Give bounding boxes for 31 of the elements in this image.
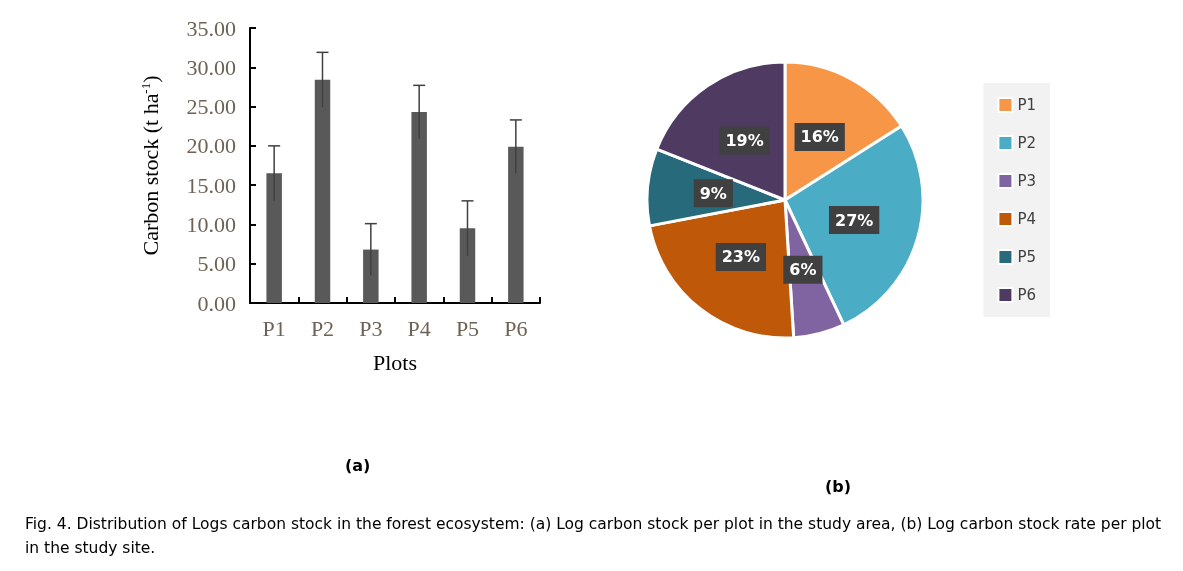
data-label: 27% <box>834 210 874 230</box>
y-axis-title: Carbon stock (t ha-1) <box>138 75 163 256</box>
caption: Fig. 4. Distribution of Logs carbon stock in the forest ecosystem: (a) Log carbon stock per plot in the study area, (b) Log carbon stock rate per plot in the study site. <box>25 514 1163 559</box>
text: (b) <box>825 477 852 496</box>
legend-label: P4 <box>1017 210 1036 228</box>
y-tick-label: 0.00 <box>197 290 236 316</box>
y-tick-label: 10.00 <box>186 211 236 237</box>
y-tick-label: 30.00 <box>186 54 236 80</box>
y-tick-label: 15.00 <box>186 172 236 198</box>
legend-label: P3 <box>1017 172 1036 190</box>
x-tick-label: P4 <box>407 315 431 341</box>
x-tick-label: P2 <box>310 315 335 341</box>
y-tick-label: 20.00 <box>186 133 236 159</box>
data-label: 16% <box>800 127 839 147</box>
y-tick-label: 35.00 <box>186 15 236 41</box>
x-tick-label: P3 <box>359 315 383 341</box>
data-label: 9% <box>699 183 727 203</box>
legend-label: P1 <box>1017 96 1036 114</box>
data-label: 23% <box>721 247 761 267</box>
legend-label: P5 <box>1017 248 1036 266</box>
legend-label: P2 <box>1017 134 1036 152</box>
data-label: 6% <box>789 260 817 280</box>
x-tick-label: P5 <box>455 315 480 341</box>
x-axis-title: Plots <box>372 349 418 375</box>
legend-label: P6 <box>1017 286 1036 304</box>
y-tick-label: 25.00 <box>186 94 236 120</box>
y-tick-label: 5.00 <box>197 251 236 277</box>
x-tick-label: P1 <box>262 315 286 341</box>
data-label: 19% <box>725 130 764 150</box>
text: (a) <box>345 456 371 475</box>
x-tick-label: P6 <box>504 315 528 341</box>
